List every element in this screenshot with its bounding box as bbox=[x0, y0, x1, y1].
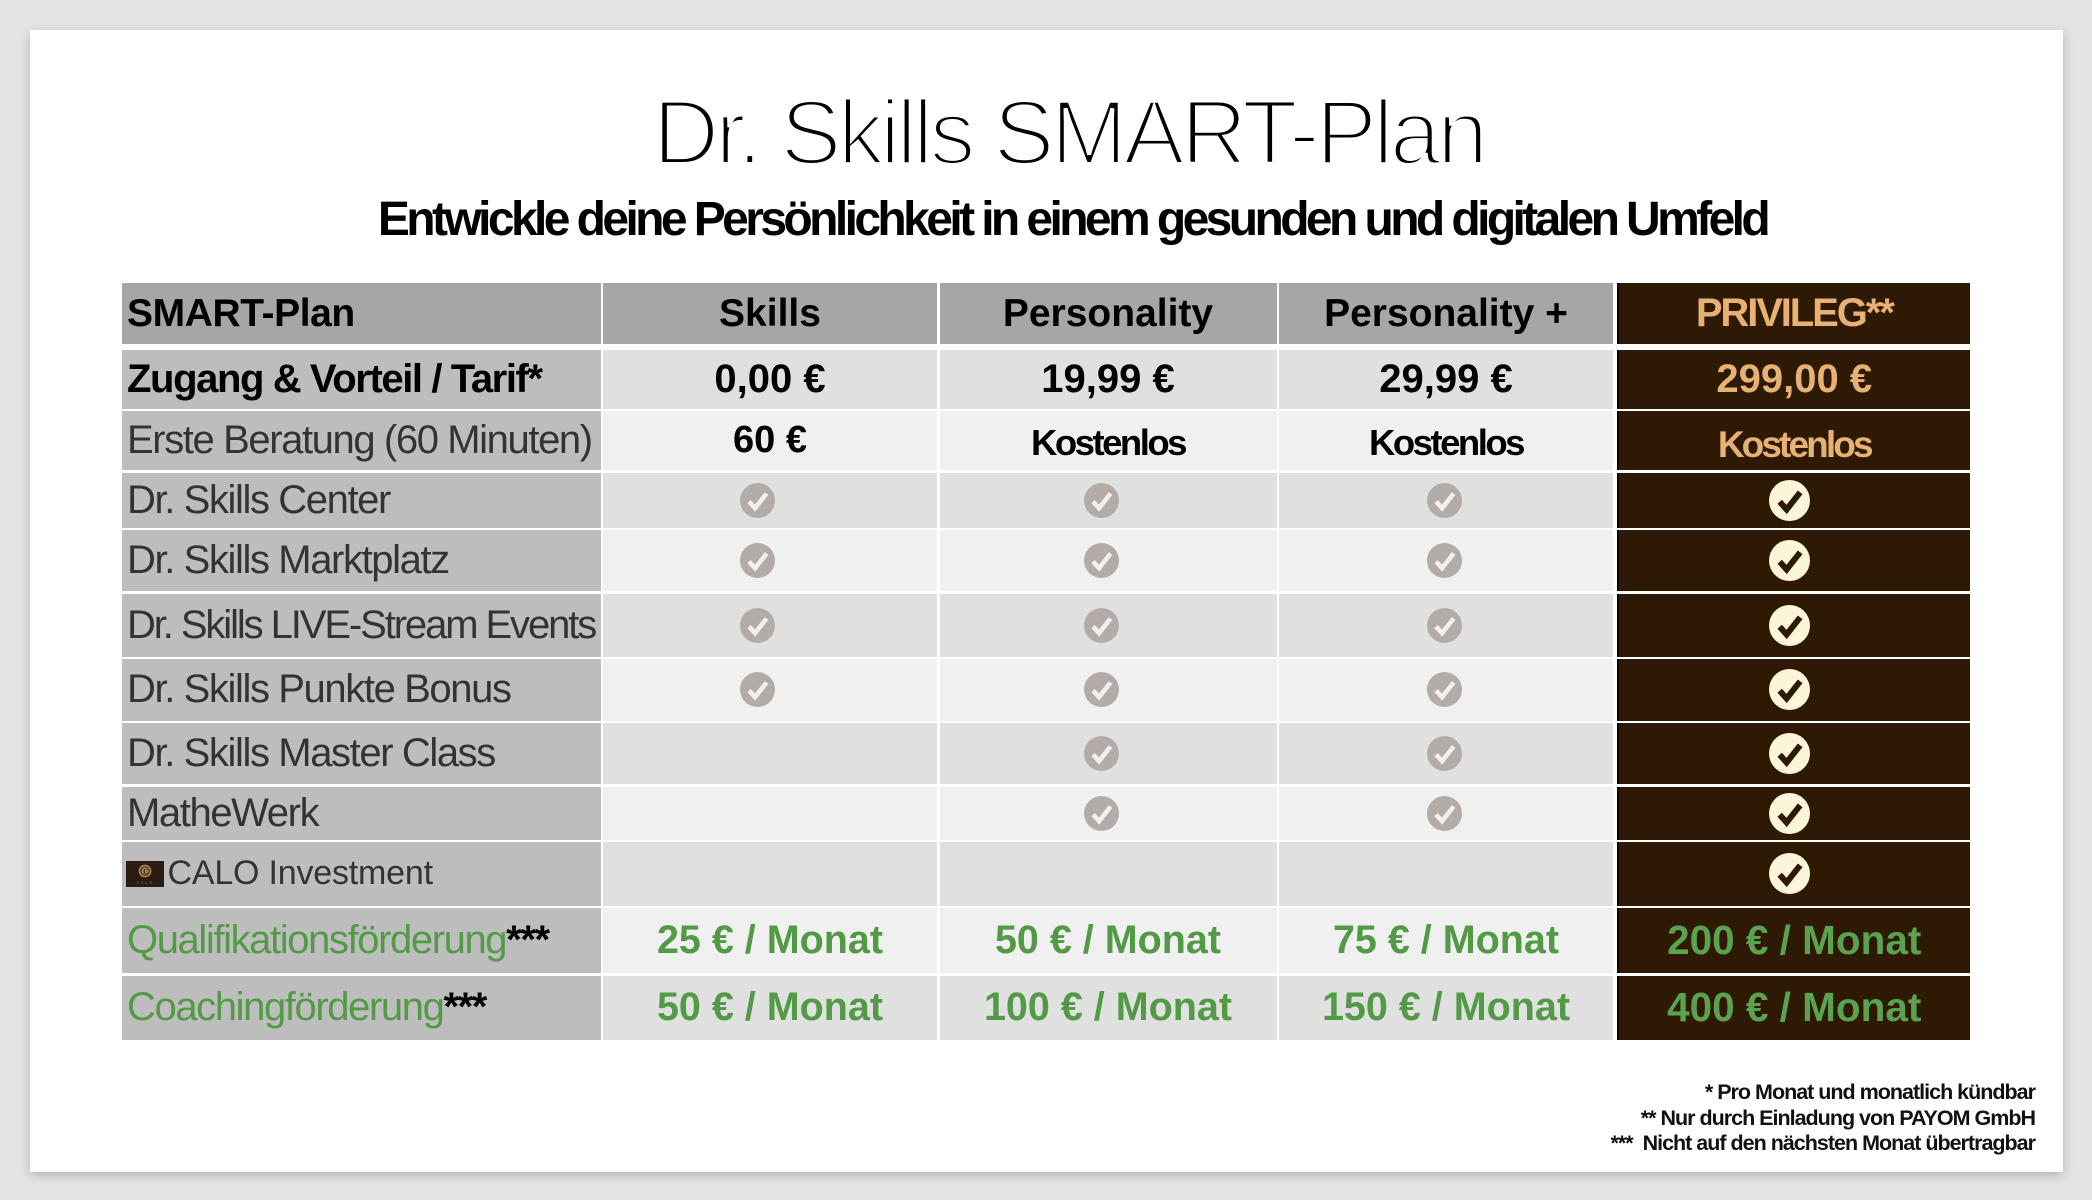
svg-text:C: C bbox=[143, 869, 148, 876]
svg-text:CALO: CALO bbox=[136, 880, 153, 885]
